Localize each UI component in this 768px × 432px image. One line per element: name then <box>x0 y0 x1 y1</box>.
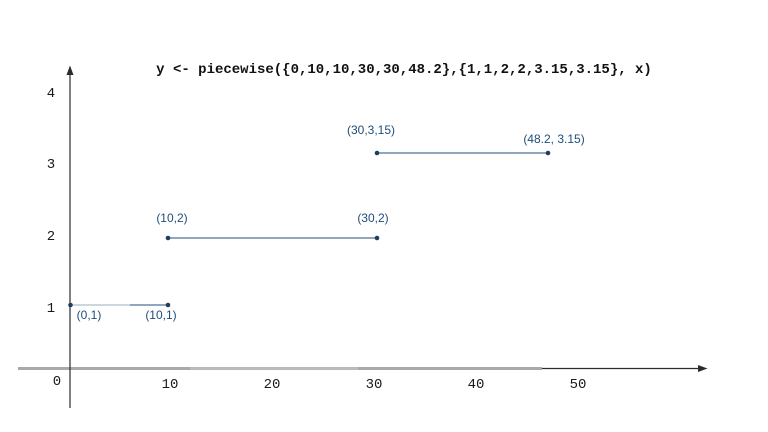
x-tick-label-50: 50 <box>570 377 587 393</box>
point-label: (30,2) <box>357 211 388 225</box>
y-tick-label-1: 1 <box>47 301 55 317</box>
data-point <box>545 150 551 156</box>
point-label: (10,1) <box>145 308 176 322</box>
data-point <box>165 302 171 308</box>
y-tick-label-2: 2 <box>47 229 55 245</box>
point-label: (10,2) <box>156 211 187 225</box>
segment-2: (10,2) (30,2) <box>156 211 389 241</box>
point-label: (30,3,15) <box>347 123 395 137</box>
x-tick-label-0: 0 <box>53 374 61 390</box>
data-point <box>374 150 380 156</box>
data-point <box>374 235 380 241</box>
x-tick-label-40: 40 <box>468 377 485 393</box>
x-axis-arrow-icon <box>698 365 708 372</box>
segment-3: (30,3,15) (48.2, 3.15) <box>347 123 585 156</box>
point-label: (48.2, 3.15) <box>523 132 584 146</box>
y-axis-arrow-icon <box>66 65 74 75</box>
y-axis: 1 2 3 4 <box>47 65 74 408</box>
data-point <box>68 302 73 308</box>
y-tick-label-3: 3 <box>47 157 55 173</box>
segment-1: (0,1) (10,1) <box>68 302 177 322</box>
x-axis: 0 10 20 30 40 50 <box>18 365 708 393</box>
y-tick-label-4: 4 <box>47 86 55 102</box>
x-axis-gray-overlay-light <box>190 367 358 370</box>
point-label: (0,1) <box>77 308 102 322</box>
x-tick-label-10: 10 <box>162 377 179 393</box>
plot-title: y <- piecewise({0,10,10,30,30,48.2},{1,1… <box>156 62 652 78</box>
x-tick-label-30: 30 <box>366 377 383 393</box>
x-tick-label-20: 20 <box>264 377 281 393</box>
data-point <box>165 235 171 241</box>
